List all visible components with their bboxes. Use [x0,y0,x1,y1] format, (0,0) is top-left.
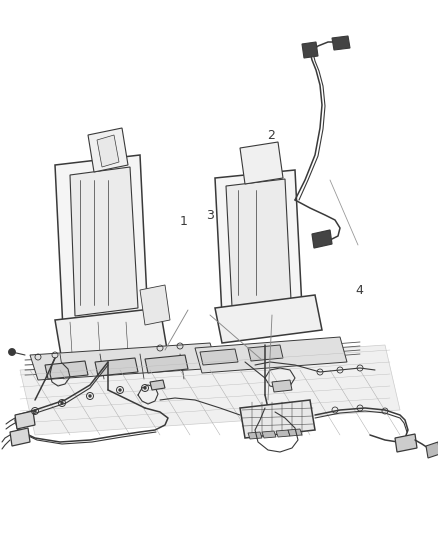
Polygon shape [332,36,350,50]
Text: 3: 3 [206,209,214,222]
Polygon shape [272,380,292,392]
Text: 1: 1 [180,215,188,228]
Circle shape [89,395,91,397]
Polygon shape [20,345,400,435]
Circle shape [34,410,36,412]
Polygon shape [302,42,318,58]
Polygon shape [30,343,218,380]
Polygon shape [262,431,276,438]
Polygon shape [215,170,302,316]
Polygon shape [88,128,128,172]
Polygon shape [45,361,88,379]
Polygon shape [215,295,322,343]
Polygon shape [240,400,315,438]
Polygon shape [70,167,138,316]
Polygon shape [97,135,119,167]
Polygon shape [150,380,165,390]
Polygon shape [248,432,262,439]
Circle shape [8,349,15,356]
Polygon shape [240,142,283,184]
Polygon shape [145,355,188,373]
Polygon shape [312,230,332,248]
Polygon shape [200,349,238,365]
Polygon shape [10,428,30,446]
Polygon shape [226,179,291,307]
Polygon shape [15,411,35,429]
Polygon shape [195,337,347,373]
Polygon shape [95,358,138,376]
Polygon shape [55,308,168,367]
Polygon shape [395,434,417,452]
Polygon shape [426,442,438,458]
Circle shape [61,402,63,404]
Polygon shape [276,430,290,437]
Polygon shape [55,155,148,330]
Circle shape [144,387,146,389]
Polygon shape [248,345,283,361]
Text: 4: 4 [355,284,363,297]
Polygon shape [288,429,302,436]
Circle shape [119,389,121,391]
Text: 2: 2 [268,130,276,142]
Polygon shape [140,285,170,325]
